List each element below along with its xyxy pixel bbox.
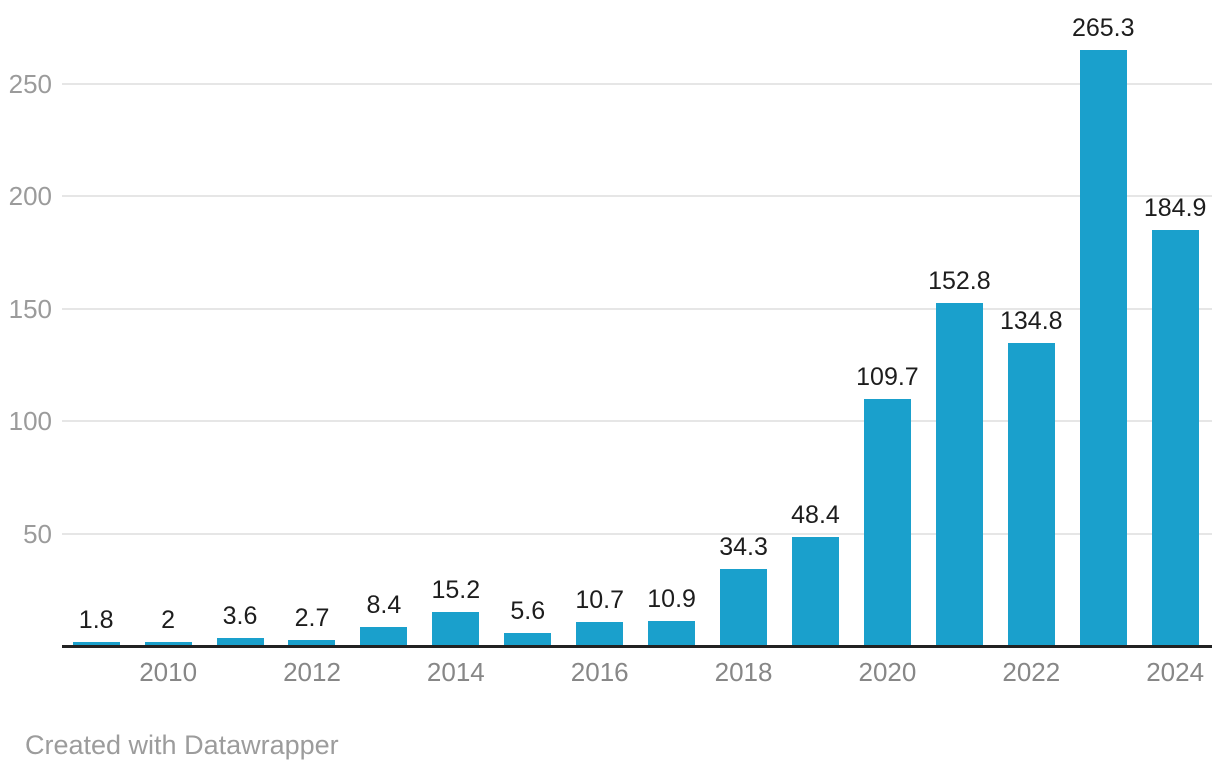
gridline-150 xyxy=(62,307,1212,310)
datawrapper-credit[interactable]: Created with Datawrapper xyxy=(25,730,339,760)
x-axis-tick-label-2018: 2018 xyxy=(714,657,773,687)
x-axis-tick-label-2012: 2012 xyxy=(283,657,341,687)
bar-2016[interactable] xyxy=(576,621,624,646)
y-axis-tick-label: 100 xyxy=(8,406,52,437)
x-axis-tick-label-2010: 2010 xyxy=(139,657,198,687)
bar-value-label: 10.7 xyxy=(575,585,625,614)
bar-value-label: 15.2 xyxy=(431,575,481,604)
bar-2019[interactable] xyxy=(792,537,839,646)
bar-value-label: 3.6 xyxy=(222,601,258,630)
bar-2021[interactable] xyxy=(935,302,983,646)
bar-2012[interactable] xyxy=(288,639,336,646)
gridline-100 xyxy=(62,420,1212,423)
bar-2009[interactable] xyxy=(72,641,120,646)
bar-2017[interactable] xyxy=(648,621,696,646)
y-axis-tick-label: 150 xyxy=(8,293,52,324)
bar-2023[interactable] xyxy=(1079,49,1127,646)
bar-value-label: 134.8 xyxy=(1000,306,1063,335)
bar-2013[interactable] xyxy=(360,627,408,646)
x-axis-tick-label-2016: 2016 xyxy=(570,657,629,687)
bar-value-label: 10.9 xyxy=(647,585,696,614)
bar-value-label: 184.9 xyxy=(1143,194,1207,223)
bar-value-label: 265.3 xyxy=(1071,13,1135,42)
bar-value-label: 48.4 xyxy=(791,501,840,530)
bar-value-label: 2.7 xyxy=(294,603,330,632)
bar-2022[interactable] xyxy=(1007,342,1055,646)
y-axis-tick-label: 200 xyxy=(8,181,52,212)
x-axis-tick-label-2014: 2014 xyxy=(426,657,485,687)
bar-value-label: 152.8 xyxy=(928,266,991,295)
bar-2020[interactable] xyxy=(863,399,911,646)
bar-2024[interactable] xyxy=(1151,230,1199,646)
y-axis-tick-label: 50 xyxy=(23,518,52,549)
bar-2018[interactable] xyxy=(720,568,768,646)
x-axis-tick-label-2024: 2024 xyxy=(1146,657,1205,687)
bar-2011[interactable] xyxy=(216,637,264,646)
bar-value-label: 1.8 xyxy=(78,605,114,634)
x-axis-tick-label-2020: 2020 xyxy=(858,657,917,687)
gridline-250 xyxy=(62,83,1212,85)
bar-2014[interactable] xyxy=(432,611,480,646)
bar-2010[interactable] xyxy=(144,641,192,646)
bar-value-label: 109.7 xyxy=(856,363,919,392)
y-axis-tick-label: 250 xyxy=(8,69,52,99)
x-axis-tick-label-2022: 2022 xyxy=(1002,657,1061,687)
bar-value-label: 5.6 xyxy=(510,597,546,626)
gridline-200 xyxy=(62,195,1212,198)
bar-value-label: 2 xyxy=(161,605,176,634)
x-axis-line xyxy=(62,645,1212,648)
bar-2015[interactable] xyxy=(504,633,552,646)
bar-value-label: 8.4 xyxy=(366,591,402,620)
bar-value-label: 34.3 xyxy=(719,532,768,561)
gridline-50 xyxy=(62,532,1212,535)
